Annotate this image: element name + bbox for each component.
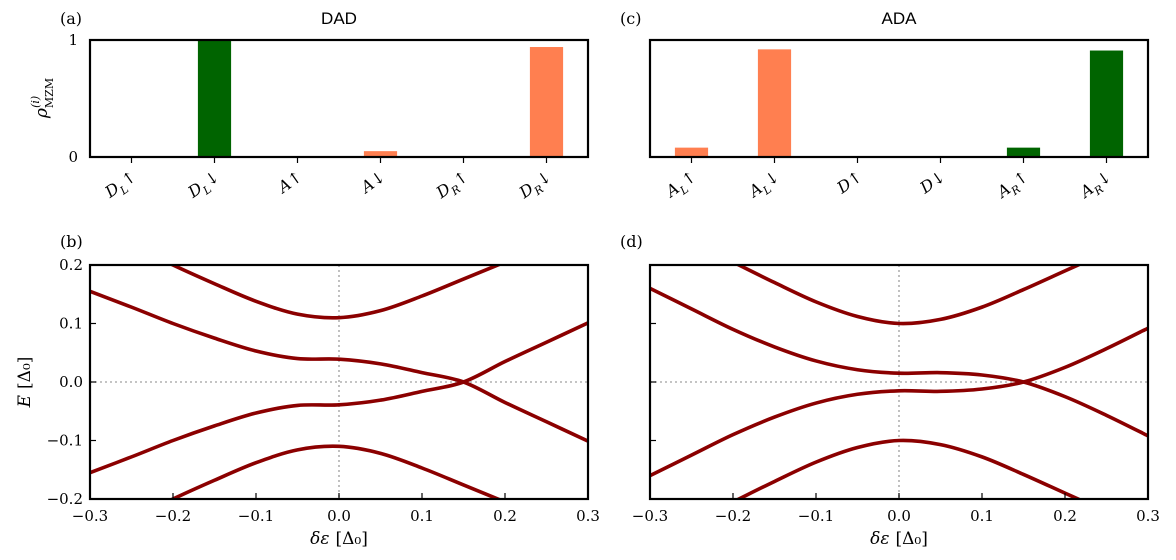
x-tick-label: −0.1 [798, 507, 834, 525]
energy-curve-3 [168, 444, 503, 499]
x-tick-label: 0.0 [327, 507, 351, 525]
category-label: AR↓ [1075, 167, 1117, 206]
x-tick-label: 0.3 [1136, 507, 1160, 525]
x-tick-label: −0.3 [632, 507, 668, 525]
category-label: AR↑ [992, 167, 1034, 206]
panel-title: DAD [321, 9, 357, 28]
panel-b-line-chart: −0.3 −0.2 −0.1 0.0 0.1 0.2 0.3−0.2−0.10.00.10.… [15, 232, 600, 549]
y-tick-label: 0 [68, 148, 78, 166]
x-tick-label: 0.1 [970, 507, 994, 525]
x-tick-label: 0.2 [1053, 507, 1077, 525]
energy-curve-1 [90, 289, 588, 443]
category-label: A↓ [356, 167, 389, 198]
bar-c-5 [1089, 50, 1124, 157]
y-tick-label: 0.0 [59, 373, 83, 391]
category-label: AL↑ [661, 167, 702, 206]
x-tick-label: −0.1 [238, 507, 274, 525]
x-axis-label: δε [Δ₀] [310, 529, 368, 549]
energy-curve-2 [650, 326, 1148, 478]
energy-curve-0 [168, 265, 503, 320]
y-axis-label: E[Δ₀] [15, 357, 35, 409]
panel-c-bar-chart: AL↑ AL↓ D↑ D↓ AR↑ AR↓ ADA (c) [620, 9, 1150, 206]
bar-c-1 [757, 49, 792, 157]
y-tick-label: 1 [68, 31, 78, 49]
y-axis-label: ρMZM(i) [29, 78, 56, 119]
y-tick-label: −0.2 [47, 490, 83, 508]
y-tick-label: 0.1 [59, 315, 83, 333]
bar-c-0 [674, 147, 709, 157]
category-label: D↑ [833, 167, 866, 198]
category-label: DR↑ [432, 167, 474, 206]
energy-curve-1 [650, 286, 1148, 438]
x-tick-label: −0.2 [715, 507, 751, 525]
panel-tag: (a) [60, 9, 82, 28]
category-label: DL↓ [184, 167, 225, 206]
x-axis-label: δε [Δ₀] [870, 529, 928, 549]
bar-a-1 [197, 40, 232, 157]
bar-a-3 [363, 151, 398, 157]
x-tick-label: −0.3 [72, 507, 108, 525]
curves [90, 265, 588, 499]
y-tick-label: 0.2 [59, 256, 83, 274]
plot-frame [88, 38, 590, 159]
bar-c-4 [1006, 147, 1041, 157]
panel-a-bar-chart: 0 1 DL↑ DL↓ A↑ A↓ DR↑ DR↓ DAD (a) ρMZM(i) [29, 9, 590, 206]
category-label: DL↑ [101, 167, 142, 206]
panel-d-line-chart: −0.3 −0.2 −0.1 0.0 0.1 0.2 0.3 δε [Δ₀] (d) [620, 232, 1160, 549]
x-tick-label: 0.2 [493, 507, 517, 525]
x-tick-label: 0.0 [887, 507, 911, 525]
x-tick-label: −0.2 [155, 507, 191, 525]
x-tick-label: 0.1 [410, 507, 434, 525]
x-tick-label: 0.3 [576, 507, 600, 525]
plot-frame [648, 38, 1150, 159]
category-label: AL↓ [744, 167, 785, 206]
category-label: A↑ [273, 167, 306, 198]
panel-tag: (b) [60, 232, 83, 251]
y-tick-label: −0.1 [47, 432, 83, 450]
panel-title: ADA [882, 9, 918, 28]
energy-curve-0 [734, 265, 1083, 326]
panel-tag: (d) [620, 232, 643, 251]
bar-a-5 [529, 47, 564, 157]
panel-tag: (c) [620, 9, 641, 28]
category-label: D↓ [916, 167, 949, 198]
energy-curve-2 [90, 321, 588, 475]
category-label: DR↓ [515, 167, 557, 206]
